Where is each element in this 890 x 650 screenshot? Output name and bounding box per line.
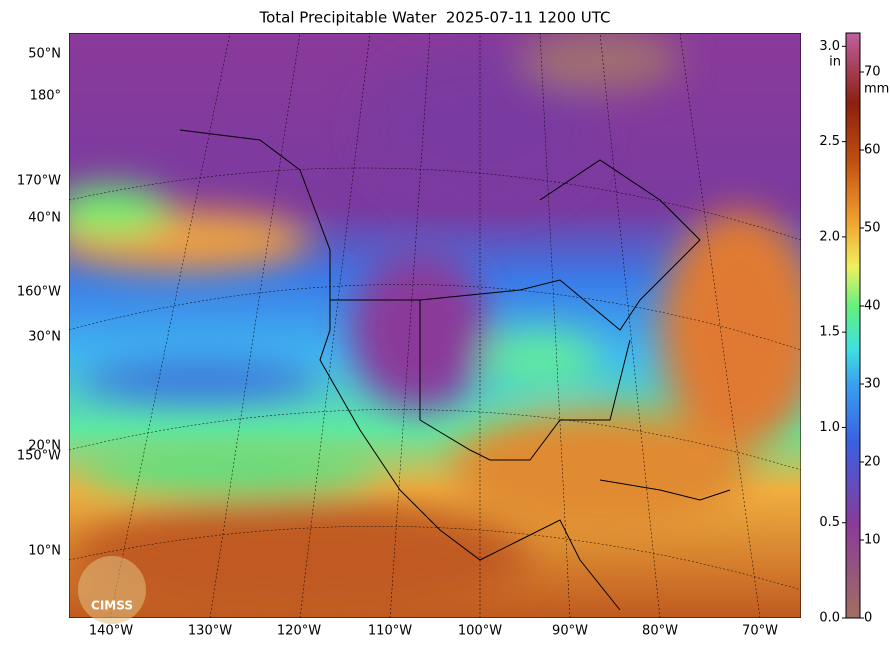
lon-label: 80°W	[642, 624, 678, 639]
colorbar-in-label: 2.0	[819, 229, 840, 244]
lat-label: 20°N	[28, 439, 61, 454]
lat-label: 10°N	[28, 544, 61, 559]
colorbar-in-label: 1.0	[819, 420, 840, 435]
map-title: Total Precipitable Water 2025-07-11 1200…	[258, 9, 610, 27]
logo-text: CIMSS	[91, 599, 133, 613]
lat-label: 40°N	[28, 211, 61, 226]
colorbar-mm-label: 50	[864, 221, 881, 236]
lon-label: 140°W	[89, 624, 133, 639]
colorbar-in-label: 2.5	[819, 134, 840, 149]
colorbar-in-label: 3.0	[819, 39, 840, 54]
map-image	[69, 33, 801, 618]
lat-label: 150°W	[17, 449, 61, 464]
lat-label: 170°W	[17, 174, 61, 189]
lat-label: 180°	[30, 89, 61, 104]
lon-label: 130°W	[188, 624, 232, 639]
colorbar-in-label: 0.5	[819, 515, 840, 530]
colorbar-in-label: 0.0	[819, 611, 840, 626]
lat-label: 50°N	[28, 47, 61, 62]
colorbar-mm-label: 10	[864, 533, 881, 548]
logo: CIMSS	[78, 556, 146, 624]
lon-label: 100°W	[458, 624, 502, 639]
colorbar-mm-label: 20	[864, 455, 881, 470]
colorbar-mm-label: 70	[864, 65, 881, 80]
lon-label: 110°W	[368, 624, 412, 639]
lon-label: 70°W	[742, 624, 778, 639]
lat-label: 160°W	[17, 285, 61, 300]
colorbar	[845, 32, 861, 619]
colorbar-mm-label: 40	[864, 299, 881, 314]
lat-label: 30°N	[28, 330, 61, 345]
lon-label: 120°W	[277, 624, 321, 639]
colorbar-mm-label: 60	[864, 143, 881, 158]
lon-label: 90°W	[552, 624, 588, 639]
colorbar-mm-label: 0	[864, 611, 872, 626]
colorbar-mm-label: 30	[864, 377, 881, 392]
colorbar-in-label: 1.5	[819, 325, 840, 340]
unit-mm: mm	[864, 82, 889, 97]
unit-in: in	[829, 55, 841, 70]
